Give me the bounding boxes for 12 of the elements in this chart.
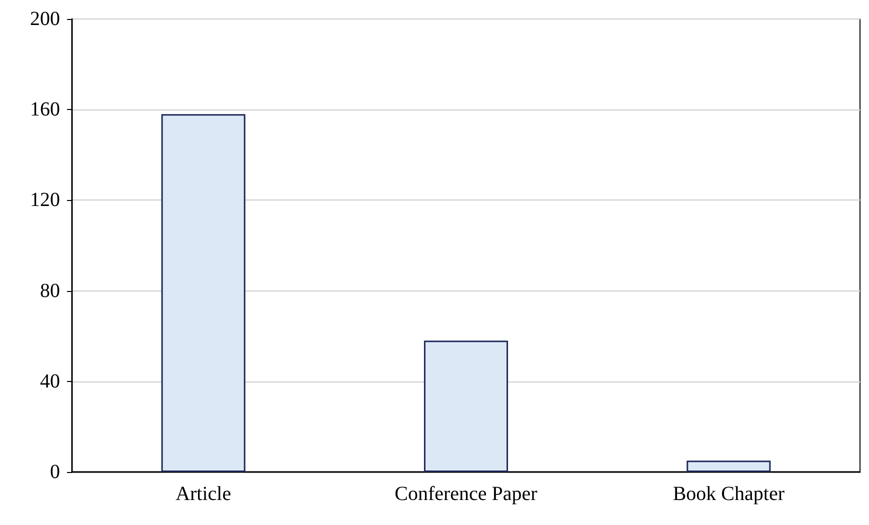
- x-tick-label: Conference Paper: [394, 483, 538, 505]
- bar: [686, 460, 771, 472]
- y-tick-label: 200: [30, 8, 60, 30]
- y-tick-label: 120: [30, 189, 60, 212]
- y-tick-label: 0: [50, 461, 60, 483]
- y-tick-label: 160: [30, 98, 60, 121]
- x-tick-label: Book Chapter: [672, 483, 785, 505]
- y-tick-label: 40: [40, 370, 60, 392]
- y-tick-label: 80: [40, 280, 60, 302]
- bar: [424, 340, 508, 472]
- x-tick-label: Article: [176, 483, 232, 505]
- bar: [161, 114, 246, 472]
